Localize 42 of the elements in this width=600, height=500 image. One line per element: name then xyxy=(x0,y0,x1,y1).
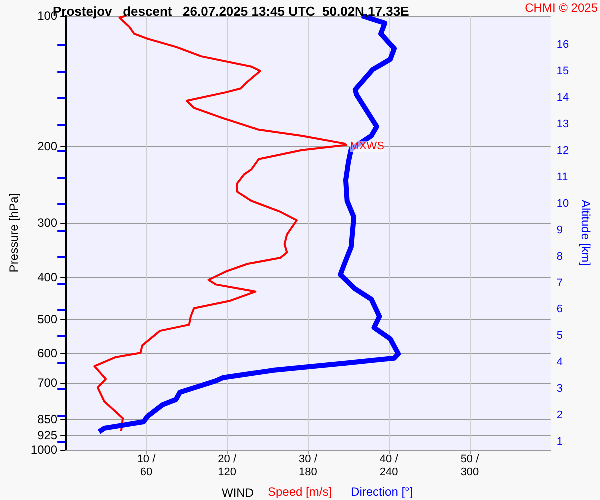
x2-tick-label: 240 xyxy=(380,466,398,478)
y-tick-label: 850 xyxy=(38,412,58,426)
text: Speed [m/s] xyxy=(268,485,332,499)
y2-tick-label: 1 xyxy=(556,436,563,448)
x-tick-label: 50 / xyxy=(460,454,480,466)
y2-tick-label: 6 xyxy=(556,304,563,316)
y2-tick-label: 16 xyxy=(556,39,570,52)
x2-tick-label: 120 xyxy=(218,466,237,478)
text: CHMI © 2025 xyxy=(525,1,598,15)
y2-tick-label: 10 xyxy=(556,198,570,210)
y-tick-label: 600 xyxy=(38,346,58,361)
y-axis-title: Pressure [hPa] xyxy=(7,193,21,273)
y2-tick-label: 4 xyxy=(556,356,563,369)
y-tick-label: 1000 xyxy=(30,443,58,457)
y2-tick-label: 11 xyxy=(556,171,568,184)
y-tick-label: 500 xyxy=(38,312,58,326)
y2-tick-label: 14 xyxy=(556,92,570,104)
x2-tick-label: 300 xyxy=(460,466,480,478)
y2-tick-label: 5 xyxy=(556,330,563,342)
x-tick-label: 30 / xyxy=(299,454,318,466)
annotation: MXWS xyxy=(350,140,384,153)
x2-tick-label: 180 xyxy=(299,466,318,478)
y2-tick-label: 7 xyxy=(556,277,563,290)
y2-axis-title: Altitude [km] xyxy=(579,200,593,266)
text: Direction [°] xyxy=(351,485,414,499)
y2-tick-label: 3 xyxy=(556,383,563,396)
y-tick-label: 200 xyxy=(38,140,58,154)
y-tick-label: 300 xyxy=(38,216,58,230)
x-tick-label: 20 / xyxy=(218,454,238,466)
x-tick-label: 10 / xyxy=(137,454,157,466)
x-axis-title: WIND xyxy=(222,486,254,500)
y-tick-label: 925 xyxy=(38,428,58,442)
y2-tick-label: 12 xyxy=(556,144,570,157)
y2-tick-label: 8 xyxy=(556,250,563,263)
y-tick-label: 700 xyxy=(38,376,58,390)
y2-tick-label: 13 xyxy=(556,118,570,130)
y-tick-label: 400 xyxy=(38,270,58,284)
y2-tick-label: 2 xyxy=(556,410,563,422)
x2-tick-label: 60 xyxy=(140,466,153,478)
x-tick-label: 40 / xyxy=(380,454,400,466)
y2-tick-label: 15 xyxy=(556,66,570,78)
y2-tick-label: 9 xyxy=(556,224,563,236)
